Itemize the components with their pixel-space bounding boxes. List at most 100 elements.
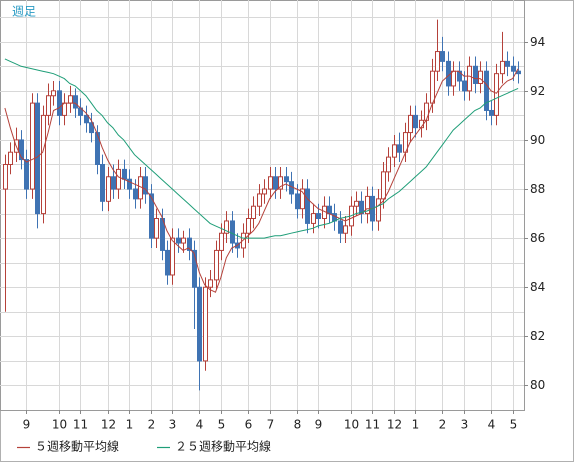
candle-body	[338, 220, 343, 234]
y-tick-label: 82	[530, 329, 545, 343]
candle-body	[106, 176, 111, 202]
candle-body	[116, 168, 121, 190]
candle-body	[392, 144, 397, 158]
x-tick-label: 12	[387, 418, 402, 432]
candle-body	[46, 95, 51, 116]
candle-body	[430, 70, 435, 104]
y-tick-label: 94	[530, 35, 545, 49]
candle-body	[149, 193, 154, 239]
candle-body	[262, 188, 267, 195]
candle-body	[57, 90, 62, 116]
candle-body	[494, 73, 499, 116]
candle-body	[214, 249, 219, 281]
y-tick-label: 88	[530, 182, 545, 196]
candle-body	[376, 198, 381, 222]
candle-body	[208, 279, 213, 288]
ma-line	[4, 68, 519, 293]
candle-body	[35, 102, 40, 215]
candle-body	[187, 237, 192, 251]
candle-body	[300, 188, 305, 210]
candle-body	[505, 60, 510, 67]
candle-body	[451, 70, 456, 87]
candle-body	[327, 205, 332, 215]
candle-body	[19, 139, 24, 161]
candle-body	[224, 220, 229, 234]
legend-label: ２５週移動平均線	[175, 439, 271, 454]
x-tick-label: 1	[412, 418, 420, 432]
plot-area	[0, 0, 525, 411]
candle-body	[511, 65, 516, 72]
y-tick-label: 86	[530, 231, 545, 245]
candle-body	[354, 200, 359, 207]
candle-body	[386, 156, 391, 173]
x-tick-label: 10	[52, 418, 67, 432]
x-tick-label: 6	[245, 418, 253, 432]
candle-body	[440, 51, 445, 62]
x-tick-label: 3	[169, 418, 177, 432]
candle-body	[489, 109, 494, 116]
candle-body	[478, 70, 483, 84]
legend-label: ５週移動平均線	[35, 439, 119, 454]
candle-body	[30, 102, 35, 190]
candle-body	[295, 193, 300, 210]
candle-body	[89, 122, 94, 134]
candle-body	[41, 114, 46, 215]
candle-body	[230, 220, 235, 244]
candle-body	[192, 249, 197, 288]
candle-body	[257, 193, 262, 207]
candle-body	[165, 249, 170, 276]
x-tick-label: 1	[126, 418, 134, 432]
x-tick-label: 9	[315, 418, 323, 432]
x-tick-label: 11	[73, 418, 88, 432]
candle-body	[311, 213, 316, 224]
candle-body	[154, 218, 159, 239]
candle-body	[484, 70, 489, 111]
candle-body	[365, 195, 370, 215]
candle-body	[467, 65, 472, 92]
candle-body	[343, 225, 348, 234]
candle-body	[62, 102, 67, 116]
candle-body	[100, 163, 105, 202]
candle-body	[435, 51, 440, 72]
candle-body	[127, 178, 132, 190]
candle-body	[246, 218, 251, 234]
candle-body	[408, 114, 413, 134]
candle-body	[24, 159, 29, 190]
candle-body	[122, 168, 127, 180]
candle-body	[305, 188, 310, 224]
x-tick-label: 5	[510, 418, 518, 432]
x-tick-label: 12	[101, 418, 116, 432]
ma-line	[4, 58, 519, 239]
y-tick-label: 90	[530, 133, 545, 147]
candle-body	[316, 213, 321, 220]
x-tick-label: 7	[267, 418, 275, 432]
candle-body	[181, 237, 186, 244]
candle-body	[197, 286, 202, 362]
x-tick-label: 3	[461, 418, 469, 432]
candle-body	[68, 95, 73, 104]
candle-body	[176, 237, 181, 244]
candle-body	[143, 176, 148, 195]
x-tick-label: 4	[488, 418, 496, 432]
candle-body	[473, 65, 478, 84]
candle-body	[462, 80, 467, 92]
candle-body	[3, 163, 8, 190]
candle-body	[241, 232, 246, 249]
candle-body	[457, 70, 462, 82]
y-tick-label: 84	[530, 280, 545, 294]
x-tick-label: 10	[344, 418, 359, 432]
candle-body	[284, 176, 289, 183]
y-tick-label: 80	[530, 378, 545, 392]
x-tick-label: 9	[23, 418, 31, 432]
candle-body	[170, 237, 175, 276]
candle-body	[8, 151, 13, 165]
x-tick-label: 2	[148, 418, 156, 432]
candle-body	[278, 176, 283, 190]
candle-body	[84, 114, 89, 124]
candle-body	[111, 176, 116, 190]
x-tick-label: 5	[218, 418, 226, 432]
x-tick-label: 8	[294, 418, 302, 432]
candle-body	[133, 188, 138, 200]
